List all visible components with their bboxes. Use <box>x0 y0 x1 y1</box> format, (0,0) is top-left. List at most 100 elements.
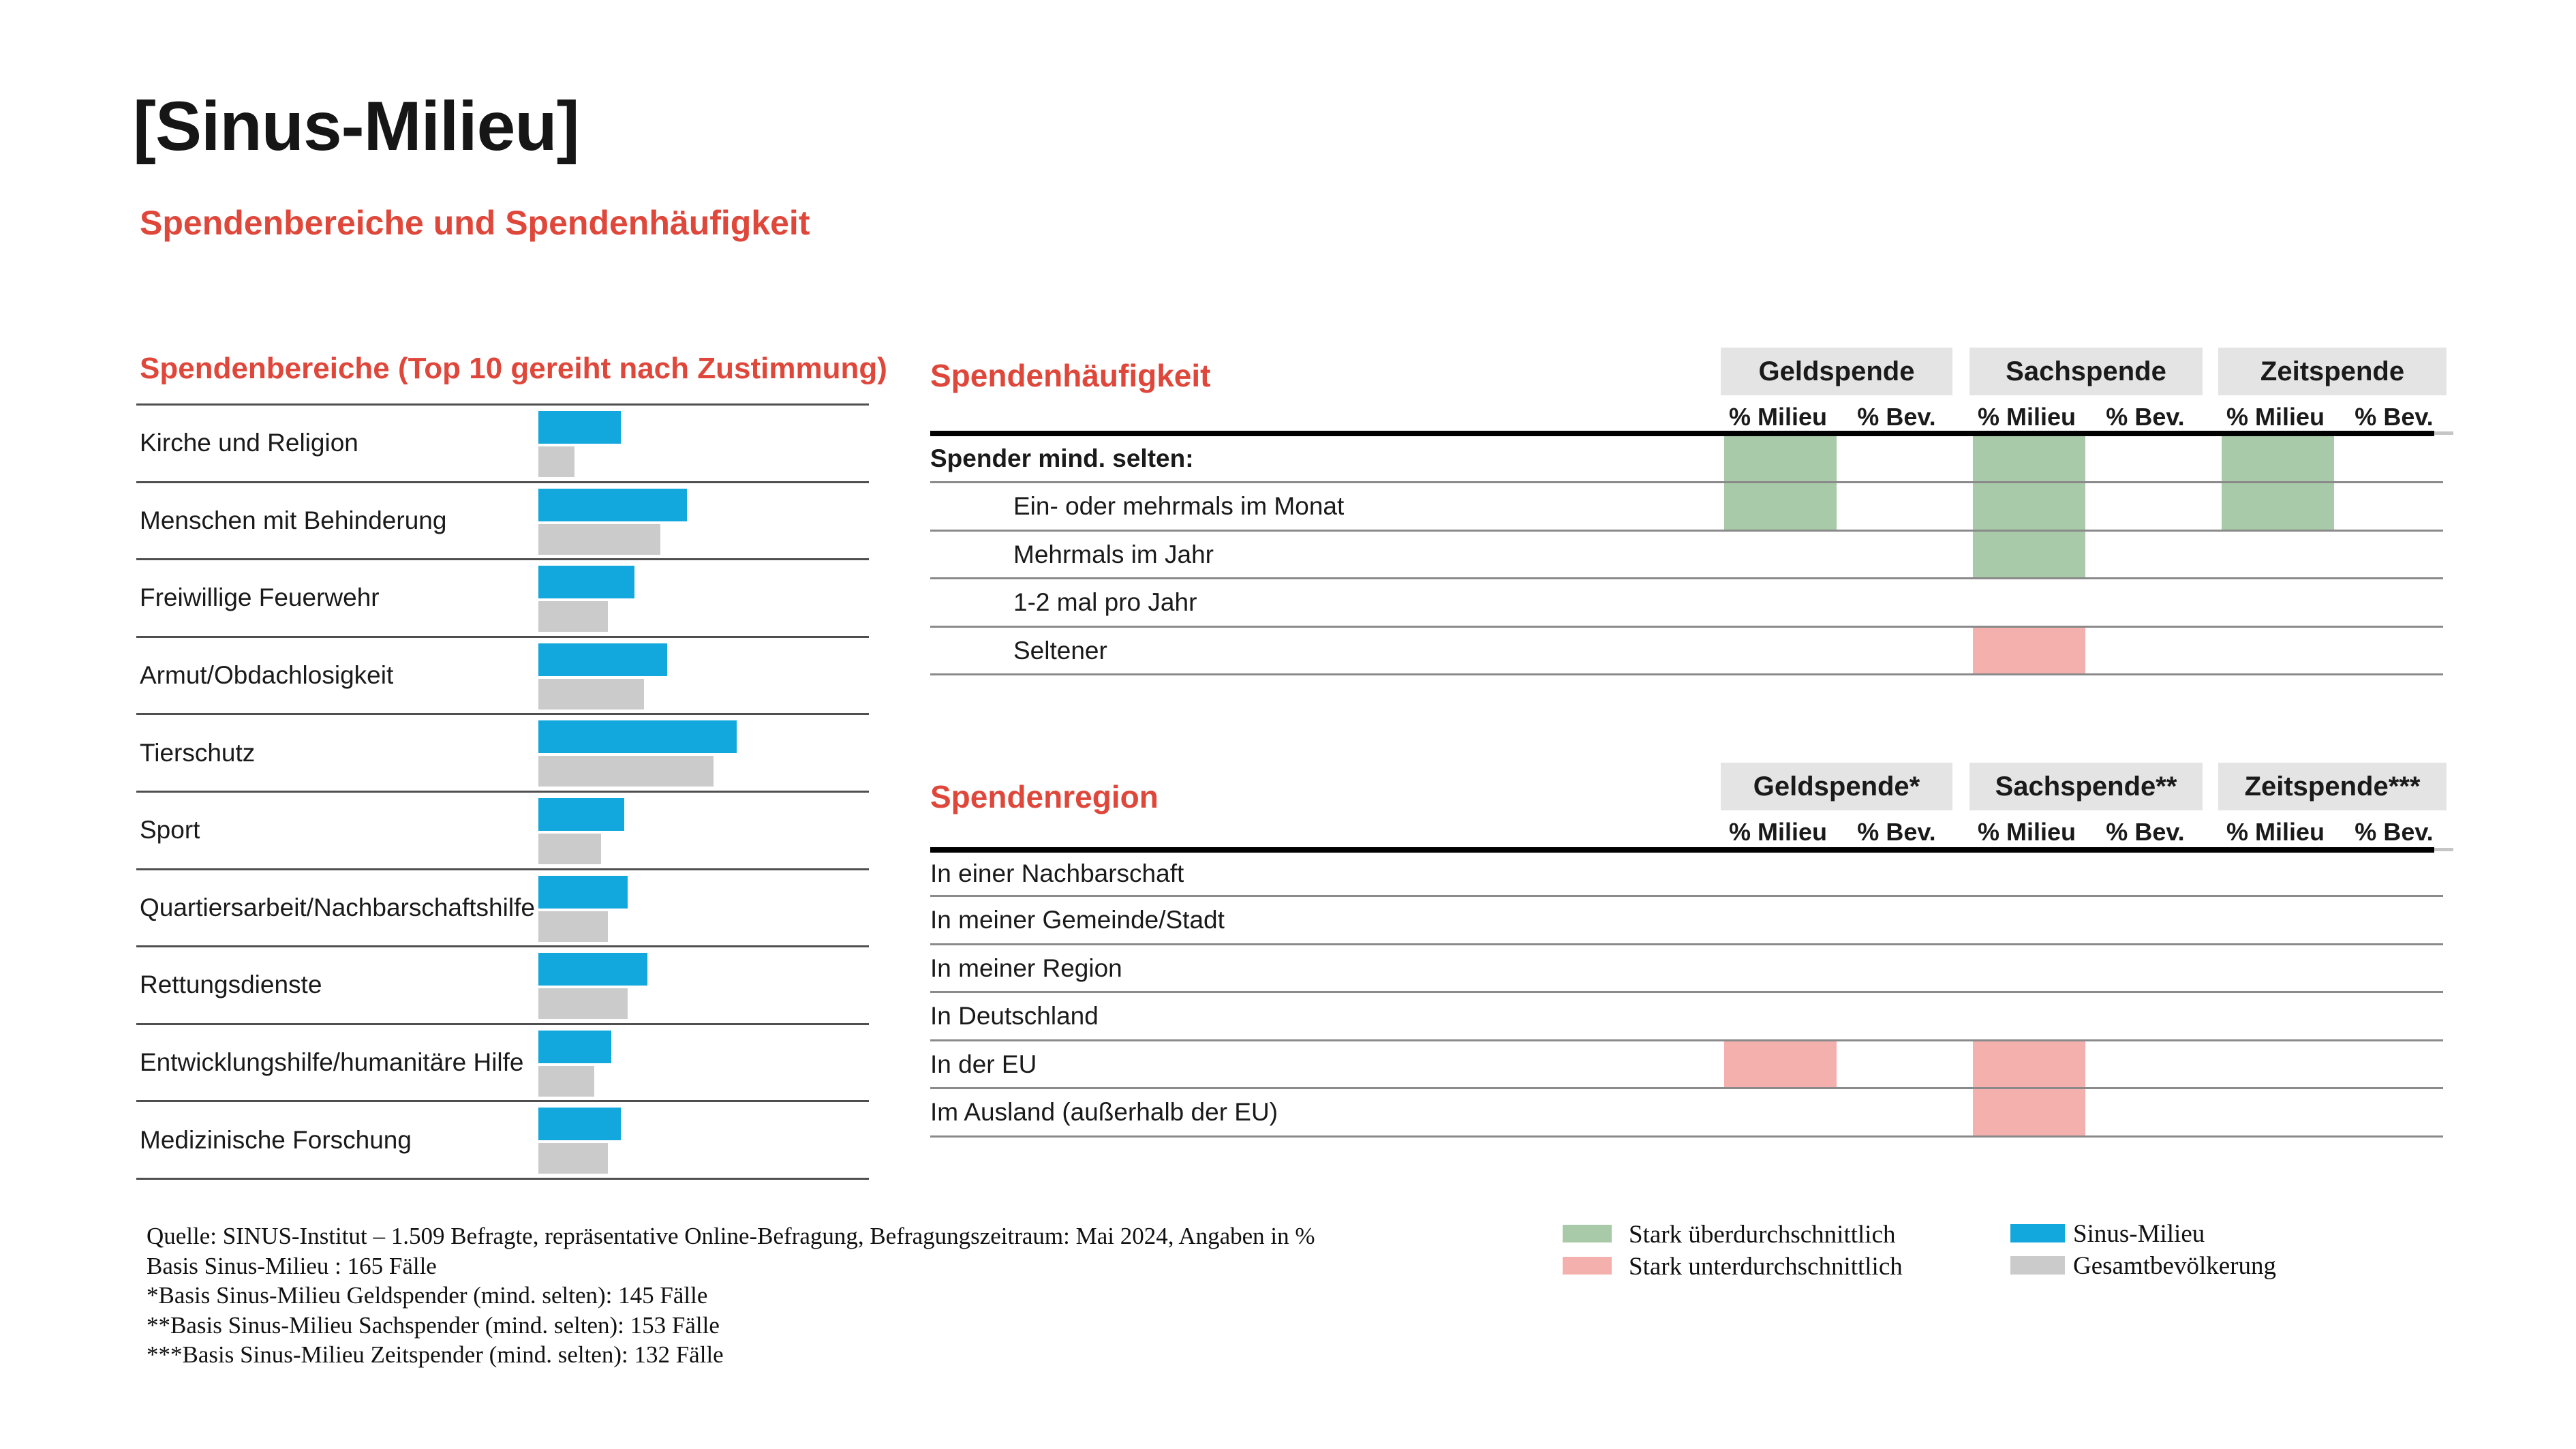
legend-label-above: Stark überdurchschnittlich <box>1629 1221 1896 1249</box>
table-row-label: Im Ausland (außerhalb der EU) <box>930 1098 1278 1126</box>
table-row-label: In der EU <box>930 1050 1037 1078</box>
subcolumn-label-milieu: % Milieu <box>2226 818 2325 846</box>
bar-sinus-milieu <box>538 566 634 599</box>
highlight-cell-ueberdurchschnittlich <box>1973 483 2085 530</box>
row-separator <box>930 895 2443 897</box>
chart-row: Kirche und Religion <box>136 403 869 481</box>
bar-gesamtbevoelkerung <box>538 446 575 477</box>
column-header-box: Zeitspende <box>2218 348 2447 395</box>
chart-category-label: Medizinische Forschung <box>140 1125 412 1154</box>
page-subtitle: Spendenbereiche und Spendenhäufigkeit <box>140 204 810 242</box>
chart-row: Tierschutz <box>136 713 869 791</box>
table-row-label: In meiner Gemeinde/Stadt <box>930 906 1225 934</box>
chart-row: Rettungsdienste <box>136 945 869 1023</box>
chart-row: Entwicklungshilfe/humanitäre Hilfe <box>136 1022 869 1101</box>
table-row-label: In meiner Region <box>930 954 1122 982</box>
table-row-label: Spender mind. selten: <box>930 444 1194 472</box>
chart-category-label: Tierschutz <box>140 738 256 767</box>
table-row-label: 1-2 mal pro Jahr <box>1013 588 1197 616</box>
bar-gesamtbevoelkerung <box>538 678 645 710</box>
bar-sinus-milieu <box>538 1030 611 1063</box>
chart-row: Freiwillige Feuerwehr <box>136 558 869 636</box>
chart-category-label: Kirche und Religion <box>140 429 358 457</box>
row-separator <box>930 530 2443 532</box>
footnote-line: ***Basis Sinus-Milieu Zeitspender (mind.… <box>147 1341 724 1369</box>
bar-gesamtbevoelkerung <box>538 601 608 632</box>
bar-sinus-milieu <box>538 488 688 521</box>
bar-gesamtbevoelkerung <box>538 988 628 1020</box>
bar-sinus-milieu <box>538 643 668 676</box>
chart-row: Sport <box>136 791 869 868</box>
subcolumn-label-bev: % Bev. <box>1857 403 1936 431</box>
table-top-rule-stub <box>2434 431 2453 435</box>
highlight-cell-unterdurchschnittlich <box>1973 1089 2085 1135</box>
table-top-rule-stub <box>2434 848 2453 851</box>
column-header-box: Geldspende* <box>1721 763 1952 810</box>
bar-sinus-milieu <box>538 953 648 986</box>
legend-swatch-milieu <box>2010 1224 2065 1242</box>
table-row-label: Mehrmals im Jahr <box>1013 540 1214 568</box>
chart-row: Quartiersarbeit/Nachbarschaftshilfe <box>136 868 869 946</box>
row-separator <box>930 626 2443 628</box>
subcolumn-label-bev: % Bev. <box>2106 818 2185 846</box>
row-separator <box>930 481 2443 483</box>
highlight-cell-unterdurchschnittlich <box>1973 628 2085 673</box>
footnote-line: **Basis Sinus-Milieu Sachspender (mind. … <box>147 1311 720 1339</box>
subcolumn-label-milieu: % Milieu <box>1977 403 2076 431</box>
row-separator <box>930 1135 2443 1138</box>
footnote-line: Basis Sinus-Milieu : 165 Fälle <box>147 1252 437 1279</box>
highlight-cell-ueberdurchschnittlich <box>1724 483 1837 530</box>
subcolumn-label-bev: % Bev. <box>2106 403 2185 431</box>
highlight-cell-unterdurchschnittlich <box>1973 1041 2085 1087</box>
bar-gesamtbevoelkerung <box>538 523 661 555</box>
subcolumn-label-bev: % Bev. <box>2355 818 2434 846</box>
chart-category-label: Entwicklungshilfe/humanitäre Hilfe <box>140 1048 524 1077</box>
table-row-label: Ein- oder mehrmals im Monat <box>1013 492 1345 520</box>
row-separator <box>930 577 2443 579</box>
highlight-cell-unterdurchschnittlich <box>1724 1041 1837 1087</box>
frequency-heading: Spendenhäufigkeit <box>930 358 1211 393</box>
bar-sinus-milieu <box>538 411 622 444</box>
column-header-box: Sachspende** <box>1969 763 2203 810</box>
chart-category-label: Armut/Obdachlosigkeit <box>140 661 394 690</box>
subcolumn-label-bev: % Bev. <box>1857 818 1936 846</box>
footnote-line: Quelle: SINUS-Institut – 1.509 Befragte,… <box>147 1223 1315 1249</box>
highlight-cell-ueberdurchschnittlich <box>2222 436 2334 481</box>
legend-swatch-below <box>1563 1257 1612 1275</box>
bar-sinus-milieu <box>538 720 737 754</box>
subcolumn-label-milieu: % Milieu <box>2226 403 2325 431</box>
legend-label-population: Gesamtbevölkerung <box>2073 1252 2276 1280</box>
areas-chart-heading: Spendenbereiche (Top 10 gereiht nach Zus… <box>140 352 887 385</box>
bar-gesamtbevoelkerung <box>538 1065 595 1097</box>
areas-bar-chart: Kirche und Religion Menschen mit Behinder… <box>136 403 869 1180</box>
legend-swatch-above <box>1563 1225 1612 1242</box>
legend-label-below: Stark unterdurchschnittlich <box>1629 1253 1903 1281</box>
subcolumn-label-bev: % Bev. <box>2355 403 2434 431</box>
table-top-rule <box>930 847 2434 853</box>
row-separator <box>930 991 2443 993</box>
chart-category-label: Freiwillige Feuerwehr <box>140 583 380 612</box>
subcolumn-label-milieu: % Milieu <box>1728 818 1828 846</box>
bar-gesamtbevoelkerung <box>538 756 714 787</box>
table-row-label: In einer Nachbarschaft <box>930 859 1184 887</box>
row-separator <box>930 943 2443 945</box>
region-heading: Spendenregion <box>930 779 1159 814</box>
row-separator <box>930 673 2443 675</box>
footnote-line: *Basis Sinus-Milieu Geldspender (mind. s… <box>147 1282 708 1309</box>
subcolumn-label-milieu: % Milieu <box>1977 818 2076 846</box>
chart-row: Medizinische Forschung <box>136 1100 869 1178</box>
row-separator <box>930 1087 2443 1089</box>
row-separator <box>930 1039 2443 1041</box>
chart-category-label: Quartiersarbeit/Nachbarschaftshilfe <box>140 893 535 921</box>
legend-swatch-population <box>2010 1256 2065 1275</box>
bar-gesamtbevoelkerung <box>538 1143 608 1174</box>
chart-category-label: Menschen mit Behinderung <box>140 506 447 534</box>
bar-sinus-milieu <box>538 1108 622 1141</box>
table-top-rule <box>930 431 2434 436</box>
bar-sinus-milieu <box>538 798 625 831</box>
chart-category-label: Rettungsdienste <box>140 971 322 999</box>
table-row-label: Seltener <box>1013 636 1107 665</box>
bar-gesamtbevoelkerung <box>538 834 602 864</box>
column-header-box: Sachspende <box>1969 348 2203 395</box>
